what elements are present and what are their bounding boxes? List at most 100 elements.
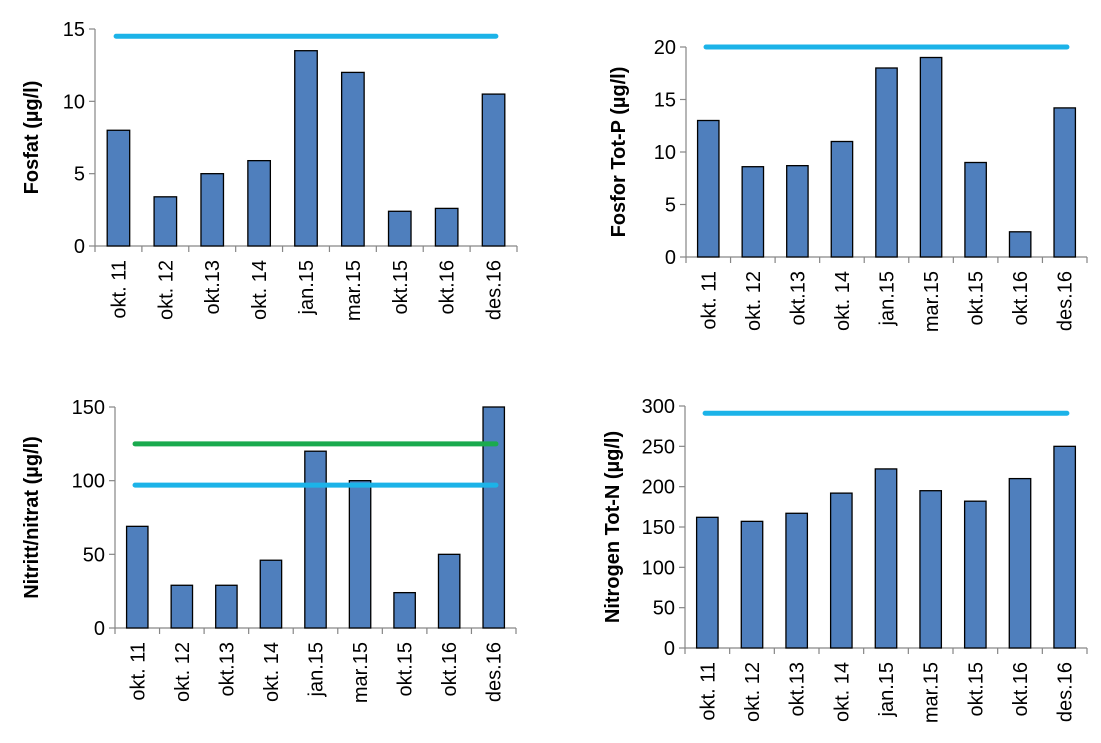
- bar: [1053, 107, 1077, 258]
- category-label: okt.16: [437, 260, 459, 314]
- y-tick-label: 0: [665, 247, 676, 269]
- bar: [785, 512, 809, 649]
- bar: [786, 164, 809, 258]
- bar: [1053, 445, 1077, 649]
- y-tick-label: 10: [63, 91, 85, 113]
- category-label: okt.16: [439, 642, 461, 696]
- fosfat-chart: 0 5 10 15 okt. 11 okt. 12 okt.13 okt. 14 jan.15 m…: [21, 19, 518, 321]
- category-label: okt. 12: [155, 260, 177, 320]
- category-label: des.16: [484, 642, 506, 702]
- bar: [215, 584, 238, 629]
- bar: [1008, 477, 1032, 649]
- bar: [741, 166, 765, 258]
- category-label: okt. 14: [249, 260, 271, 320]
- category-label: okt. 11: [698, 271, 720, 330]
- category-label: des.16: [1055, 662, 1077, 722]
- bar: [387, 210, 412, 247]
- bar: [1008, 231, 1032, 258]
- category-label: okt.13: [787, 271, 809, 325]
- bar: [829, 492, 853, 649]
- category-label: jan.15: [296, 260, 318, 316]
- category-label: mar.15: [343, 260, 365, 321]
- y-tick-label: 20: [654, 37, 676, 59]
- category-label: mar.15: [921, 271, 943, 332]
- bar: [340, 71, 365, 247]
- bar: [696, 119, 720, 258]
- category-label: okt. 12: [742, 662, 764, 722]
- y-tick-label: 0: [94, 618, 105, 640]
- category-label: okt.15: [395, 642, 417, 696]
- category-label: okt. 11: [127, 642, 149, 701]
- y-tick-label: 200: [642, 477, 675, 499]
- y-tick-label: 50: [83, 544, 105, 566]
- y-tick-label: 150: [72, 397, 105, 419]
- y-tick-label: 0: [664, 638, 675, 660]
- category-label: okt. 11: [108, 260, 130, 319]
- category-label: des.16: [1055, 271, 1077, 331]
- category-label: okt. 12: [743, 271, 765, 331]
- y-tick-label: 300: [642, 396, 675, 418]
- y-tick-label: 5: [665, 195, 676, 217]
- y-tick-label: 150: [642, 517, 675, 539]
- category-label: mar.15: [921, 662, 943, 723]
- y-tick-label: 50: [653, 598, 675, 620]
- bar: [875, 67, 898, 258]
- category-label: jan.15: [876, 662, 898, 718]
- category-label: okt.15: [966, 271, 988, 325]
- bar: [963, 500, 987, 649]
- category-label: okt.16: [1010, 662, 1032, 716]
- bar: [393, 591, 416, 629]
- category-label: mar.15: [350, 642, 372, 703]
- bar: [695, 516, 719, 649]
- bar: [170, 584, 194, 629]
- bar: [348, 480, 372, 629]
- y-axis-label: Nitrogen Tot-N (µg/l): [602, 431, 624, 623]
- category-label: okt. 14: [832, 271, 854, 331]
- category-label: jan.15: [306, 642, 328, 698]
- category-label: okt.13: [216, 642, 238, 696]
- fosfor-tot-p-chart: 0 5 10 15 20 okt. 11 okt. 12 okt.13 okt. 14 jan.1…: [608, 37, 1088, 332]
- category-label: okt.15: [965, 662, 987, 716]
- bar: [437, 553, 461, 629]
- bar: [919, 56, 943, 258]
- bar: [481, 93, 506, 247]
- category-label: okt. 11: [697, 662, 719, 721]
- y-tick-label: 100: [642, 557, 675, 579]
- category-label: jan.15: [877, 271, 899, 327]
- bar: [304, 450, 327, 629]
- bar: [259, 559, 283, 629]
- bar: [294, 50, 318, 247]
- y-tick-label: 100: [72, 471, 105, 493]
- category-label: okt.16: [1010, 271, 1032, 325]
- category-label: okt.13: [202, 260, 224, 314]
- nitrogen-tot-n-chart: 0 50 100 150 200 250 300 okt. 11 okt. 12 okt.13 ok…: [602, 396, 1088, 723]
- bar: [740, 520, 764, 649]
- bar: [106, 129, 131, 247]
- y-axis-label: Nitritt/nitrat (µg/l): [21, 436, 43, 599]
- y-axis-label: Fosfat (µg/l): [21, 81, 43, 195]
- y-tick-label: 5: [74, 164, 85, 186]
- category-label: okt.15: [390, 260, 412, 314]
- y-tick-label: 10: [654, 142, 676, 164]
- category-label: okt.13: [787, 662, 809, 716]
- category-label: okt. 12: [172, 642, 194, 702]
- bar: [874, 468, 898, 649]
- bar: [919, 490, 943, 649]
- category-label: okt. 14: [261, 642, 283, 702]
- bar: [200, 173, 225, 247]
- category-label: des.16: [484, 260, 506, 320]
- y-tick-label: 0: [74, 236, 85, 258]
- bar: [153, 196, 178, 247]
- y-tick-label: 250: [642, 436, 675, 458]
- bar: [482, 406, 506, 629]
- category-label: okt. 14: [831, 662, 853, 722]
- bar: [247, 159, 272, 247]
- bar: [964, 161, 987, 258]
- y-tick-label: 15: [63, 19, 85, 41]
- y-tick-label: 15: [654, 90, 676, 112]
- bar: [830, 140, 854, 258]
- y-axis-label: Fosfor Tot-P (µg/l): [608, 67, 630, 238]
- bar: [434, 207, 459, 247]
- nitritt-nitrat-chart: 0 50 100 150 okt. 11 okt. 12 okt.13 okt. 14 jan.…: [21, 397, 517, 703]
